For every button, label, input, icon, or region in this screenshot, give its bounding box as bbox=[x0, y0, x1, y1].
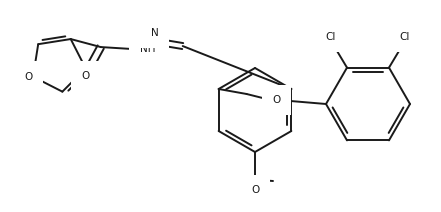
Text: Cl: Cl bbox=[400, 32, 410, 42]
Text: O: O bbox=[82, 71, 90, 81]
Text: O: O bbox=[24, 72, 32, 82]
Text: Cl: Cl bbox=[326, 32, 336, 42]
Text: NH: NH bbox=[140, 44, 155, 54]
Text: O: O bbox=[251, 185, 259, 195]
Text: N: N bbox=[151, 28, 159, 38]
Text: O: O bbox=[273, 95, 281, 105]
